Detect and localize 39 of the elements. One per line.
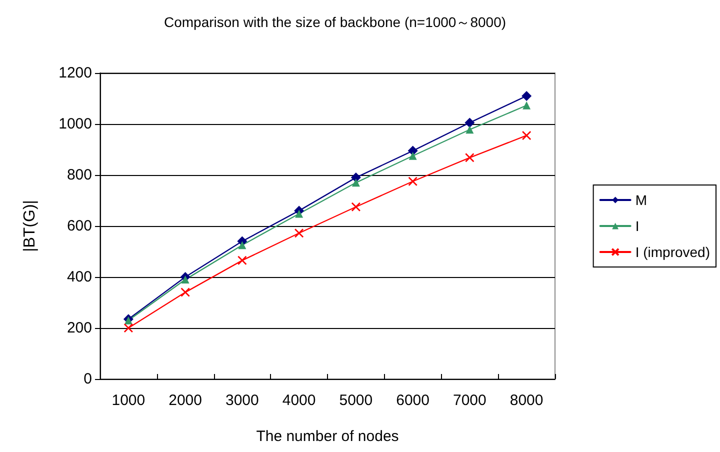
point — [124, 323, 134, 333]
point — [180, 288, 190, 297]
y-tick-label: 600 — [66, 218, 92, 234]
x-tick-label: 6000 — [396, 392, 430, 409]
point — [352, 178, 360, 187]
chart-title: Comparison with the size of backbone (n=1000～8000) — [164, 14, 506, 30]
x-axis-title: The number of nodes — [256, 428, 399, 445]
point — [522, 130, 532, 140]
point — [237, 256, 247, 266]
point — [466, 126, 474, 134]
point — [238, 241, 246, 250]
point — [294, 228, 304, 238]
point — [181, 276, 190, 284]
x-tick-label: 7000 — [453, 392, 486, 409]
x-tick-label: 1000 — [112, 392, 146, 409]
x-tick-label: 8000 — [510, 392, 544, 409]
x-tick-label: 5000 — [339, 392, 373, 409]
y-tick-label: 200 — [66, 320, 92, 336]
point — [408, 152, 417, 160]
point — [408, 176, 418, 186]
point — [522, 101, 531, 110]
y-tick-label: 0 — [84, 370, 92, 388]
point — [350, 172, 361, 183]
y-tick-label: 800 — [66, 166, 92, 184]
y-axis-title: |BT(G)| — [22, 200, 38, 252]
point — [464, 118, 475, 128]
x-tick-label: 3000 — [226, 392, 259, 409]
x-tick-label: 4000 — [282, 392, 316, 409]
y-tick-label: 1000 — [58, 116, 92, 132]
legend-label: I — [635, 218, 640, 234]
point — [522, 90, 532, 101]
x-tick-label: 2000 — [168, 392, 202, 409]
point — [351, 202, 361, 212]
legend-label: I (improved) — [635, 244, 710, 260]
point — [295, 210, 304, 218]
y-tick-label: 1200 — [58, 64, 92, 82]
y-tick-label: 400 — [66, 268, 92, 286]
legend-label: M — [635, 192, 647, 208]
point — [464, 152, 474, 162]
